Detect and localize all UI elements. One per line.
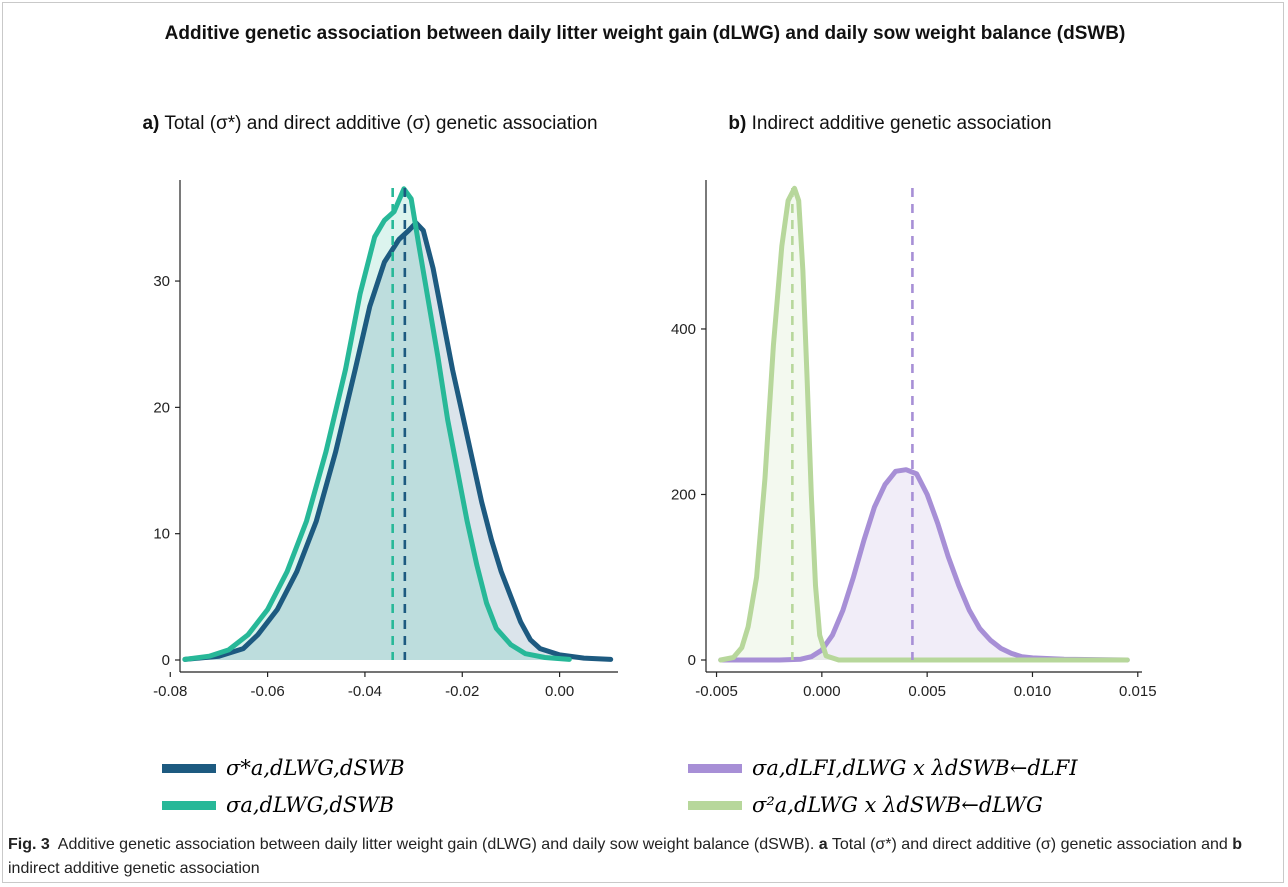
x-tick-label-a: -0.02 <box>445 683 479 700</box>
caption-b-label: b <box>1232 836 1243 853</box>
y-tick-label-b: 200 <box>671 486 696 503</box>
x-tick-label-b: 0.015 <box>1119 683 1157 700</box>
x-tick-label-b: 0.010 <box>1014 683 1052 700</box>
legend-label-total: σ*a,dLWG,dSWB <box>226 756 405 780</box>
panel-b-title-text: Indirect additive genetic association <box>751 113 1052 134</box>
x-tick-label-b: 0.000 <box>803 683 841 700</box>
legend-label-direct: σa,dLWG,dSWB <box>226 793 394 817</box>
caption-b-text: indirect additive genetic association <box>8 860 260 877</box>
y-tick-label-a: 20 <box>153 399 170 416</box>
y-tick-label-a: 10 <box>153 526 170 543</box>
x-tick-label-a: 0.00 <box>545 683 574 700</box>
caption-a-text: Total (σ*) and direct additive (σ) genet… <box>831 836 1228 853</box>
density-line-a-1 <box>182 186 572 662</box>
density-area-a-0 <box>184 222 611 660</box>
y-tick-label-b: 0 <box>688 652 696 669</box>
caption-label: Fig. 3 <box>8 836 50 853</box>
legend-swatch-indirect-dlfi <box>688 764 742 773</box>
panel-b-label: b) <box>728 113 747 134</box>
x-tick-label-a: -0.08 <box>153 683 187 700</box>
panel-a-label: a) <box>142 113 160 134</box>
legend-swatch-total <box>162 764 216 773</box>
x-tick-label-b: -0.005 <box>695 683 738 700</box>
figure-caption: Fig. 3 Additive genetic association betw… <box>8 833 1278 881</box>
x-tick-label-a: -0.04 <box>348 683 382 700</box>
panel-a-title-text: Total (σ*) and direct additive (σ) genet… <box>164 113 598 134</box>
x-tick-label-a: -0.06 <box>250 683 284 700</box>
legend-label-indirect-dlfi: σa,dLFI,dLWG x λdSWB←dLFI <box>752 756 1078 780</box>
panel-a-plot: 0 10 20 30 -0.08 -0.06 -0.04 -0.02 0.00 <box>153 180 618 700</box>
y-tick-label-a: 30 <box>153 273 170 290</box>
caption-a-label: a <box>818 836 828 853</box>
density-area-a-1 <box>184 188 570 661</box>
legend-swatch-indirect-dlwg <box>688 801 742 810</box>
x-tick-label-b: 0.005 <box>908 683 946 700</box>
panel-b-title: b) Indirect additive genetic association <box>660 110 1120 137</box>
legend: σ*a,dLWG,dSWB σa,dLWG,dSWB σa,dLFI,dLWG … <box>162 756 1078 817</box>
panel-a-title: a) Total (σ*) and direct additive (σ) ge… <box>120 110 620 137</box>
panel-b-plot: 0 200 400 -0.005 0.000 0.005 0.010 0.015 <box>671 180 1157 700</box>
figure-title: Additive genetic association between dai… <box>164 23 1126 44</box>
density-area-b-0 <box>720 469 1128 660</box>
density-line-b-1 <box>718 185 1130 663</box>
y-tick-label-b: 400 <box>671 321 696 338</box>
density-line-a-0 <box>182 220 614 662</box>
density-area-b-1 <box>720 188 1128 661</box>
y-tick-label-a: 0 <box>162 652 170 669</box>
caption-text: Additive genetic association between dai… <box>57 836 815 853</box>
legend-label-indirect-dlwg: σ²a,dLWG x λdSWB←dLWG <box>752 793 1043 817</box>
legend-swatch-direct <box>162 801 216 810</box>
